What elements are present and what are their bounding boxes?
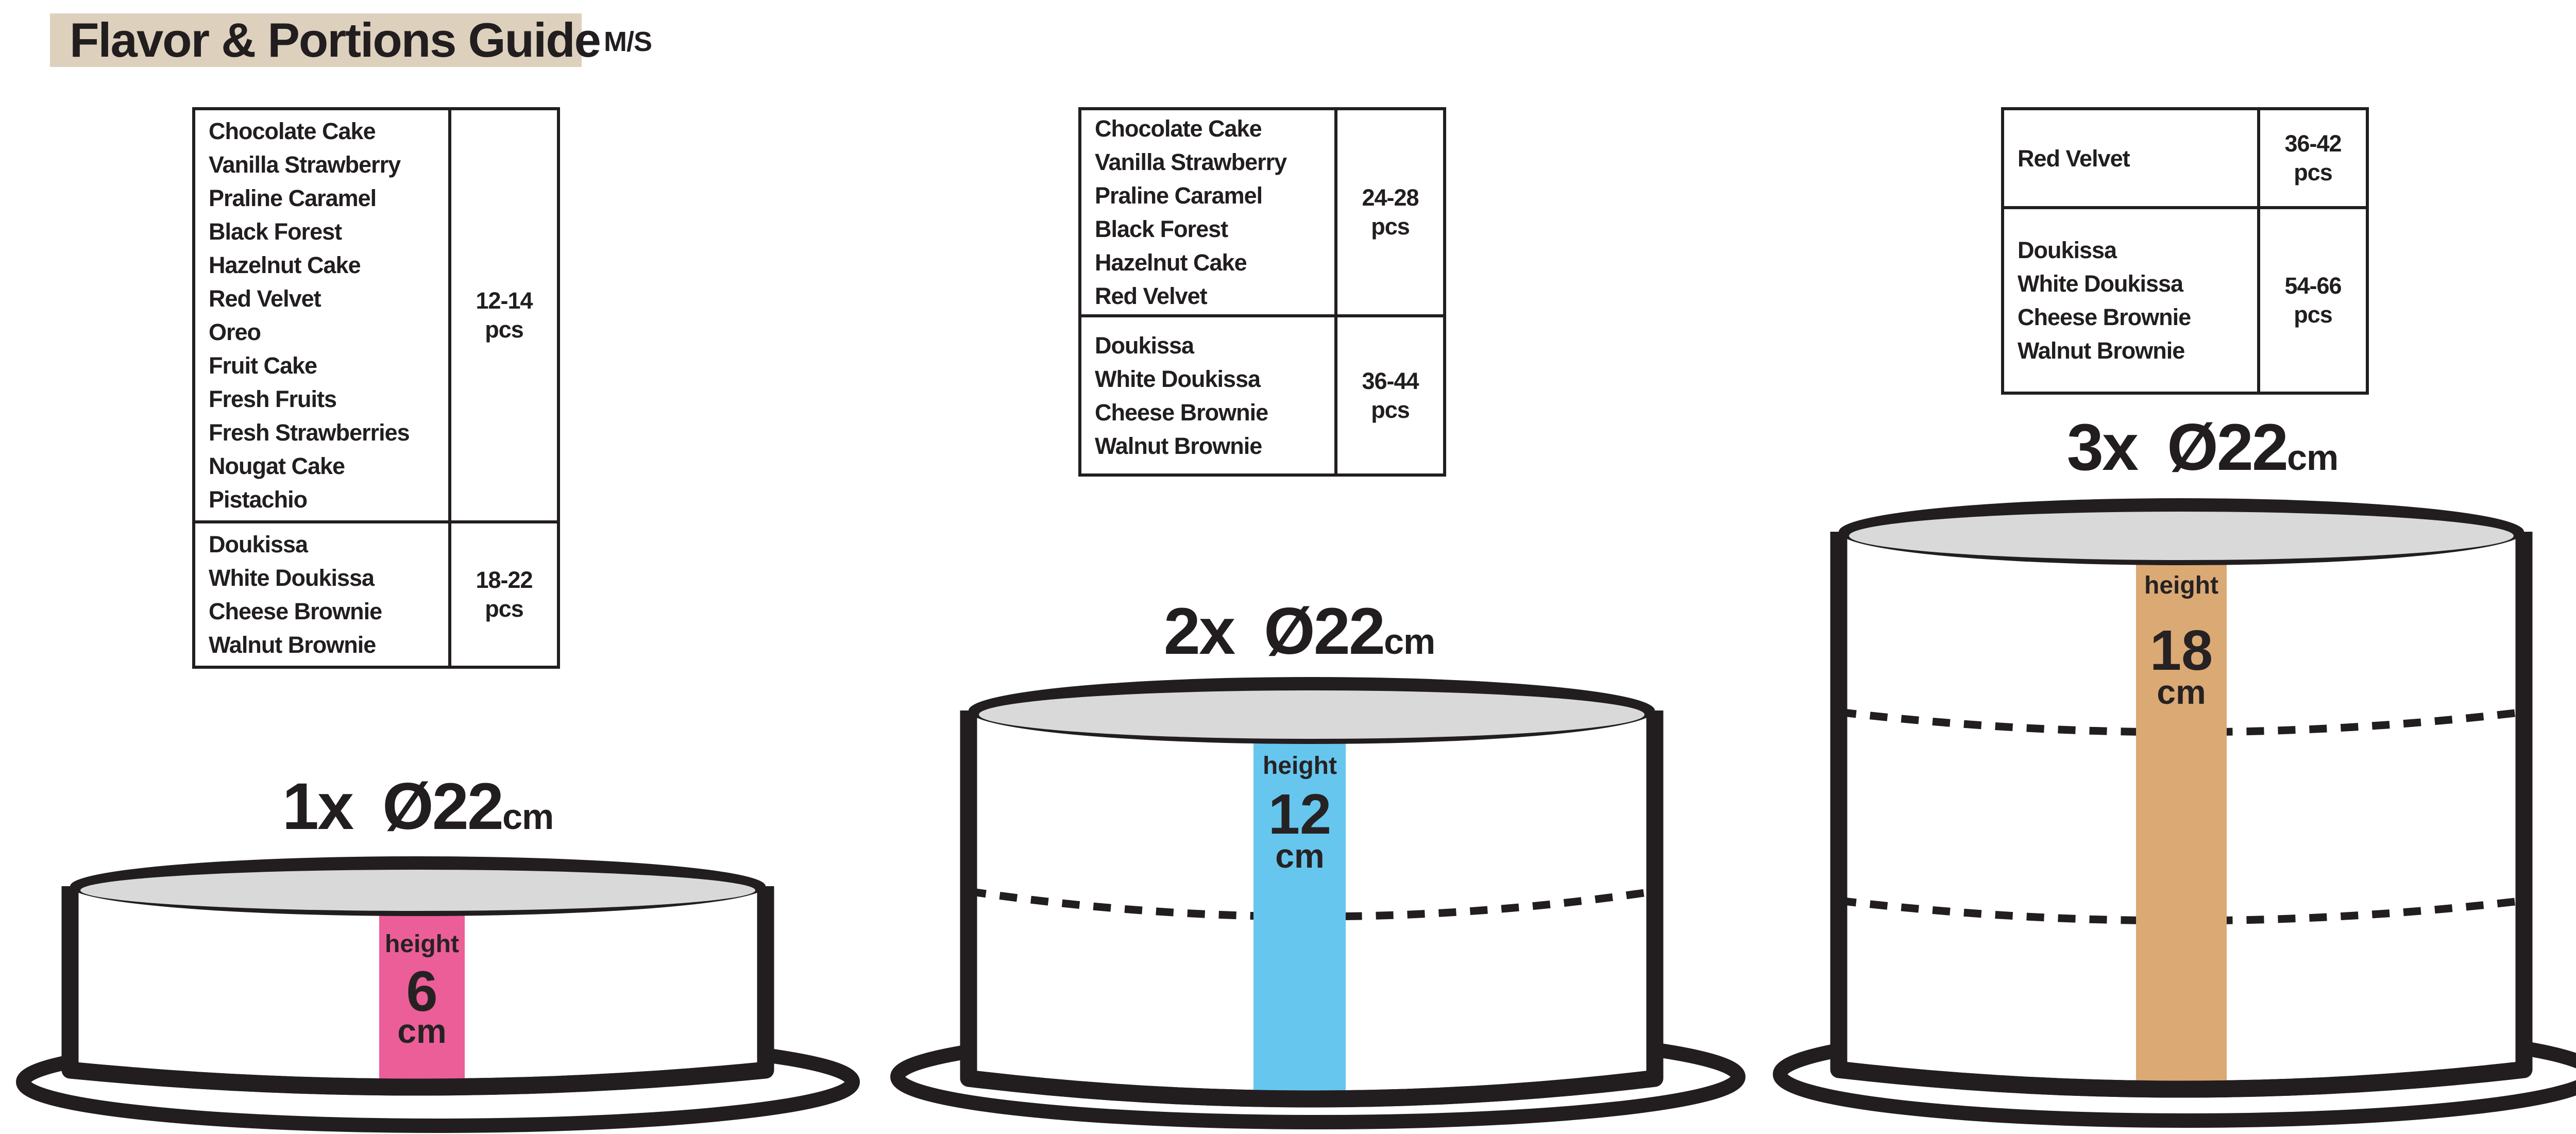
cake-1x: height 6 cm xyxy=(16,856,860,1133)
page-title: Flavor & Portions Guide xyxy=(70,13,601,67)
portions-table-1x: Chocolate Cake Vanilla Strawberry Pralin… xyxy=(192,107,560,669)
height-bar-label: height xyxy=(1263,752,1337,780)
cake-size-label-1x: 1x Ø22 cm xyxy=(212,769,624,843)
height-bar-unit: cm xyxy=(397,1012,446,1050)
cake-diameter: Ø22 xyxy=(382,770,504,843)
tier-divider-dashed xyxy=(1838,896,2524,925)
height-bar-label: height xyxy=(385,930,459,958)
height-bar xyxy=(379,911,465,1088)
cake-diameter: Ø22 xyxy=(2167,411,2289,484)
cake-count: 3x xyxy=(2066,411,2139,484)
height-bar-value: 18 xyxy=(2150,619,2213,682)
portions-unit: pcs xyxy=(485,316,524,343)
portions-cell: 24-28 pcs xyxy=(1337,110,1443,317)
cake-3x: height 18 cm xyxy=(1773,498,2576,1128)
title-size-tag: M/S xyxy=(604,26,652,57)
portions-unit: pcs xyxy=(1371,396,1410,423)
tier-divider-dashed xyxy=(968,887,1656,921)
cake-diameter: Ø22 xyxy=(1264,595,1385,668)
portions-unit: pcs xyxy=(2294,159,2333,185)
portions-table-3x: Red Velvet 36-42 pcs Doukissa White Douk… xyxy=(2001,107,2369,395)
portions-cell: 12-14 pcs xyxy=(451,110,557,523)
portions-cell: 36-44 pcs xyxy=(1337,317,1443,473)
portions-range: 12-14 xyxy=(476,287,533,314)
cake-2x: height 12 cm xyxy=(890,677,1745,1129)
height-bar-value: 6 xyxy=(406,960,437,1023)
portions-unit: pcs xyxy=(485,596,524,622)
cake-diameter-unit: cm xyxy=(2287,437,2338,478)
portions-unit: pcs xyxy=(1371,213,1410,240)
cake-bottom-rim xyxy=(69,1061,767,1096)
flavor-list: Red Velvet xyxy=(2004,110,2260,209)
flavor-list: Chocolate Cake Vanilla Strawberry Pralin… xyxy=(195,110,451,523)
portions-range: 36-42 xyxy=(2284,130,2342,157)
cake-diameter-unit: cm xyxy=(1384,621,1435,662)
portions-cell: 54-66 pcs xyxy=(2260,209,2366,392)
cake-bottom-rim xyxy=(1838,1061,2525,1098)
portions-cell: 36-42 pcs xyxy=(2260,110,2366,209)
cake-top-surface xyxy=(80,870,755,911)
tier-divider-dashed xyxy=(1838,708,2524,736)
flavor-list: Chocolate Cake Vanilla Strawberry Pralin… xyxy=(1081,110,1337,317)
portions-range: 24-28 xyxy=(1362,184,1419,211)
cake-size-label-2x: 2x Ø22 cm xyxy=(1093,594,1505,668)
height-bar xyxy=(1253,739,1346,1094)
cake-bottom-rim xyxy=(968,1070,1656,1108)
height-bar-unit: cm xyxy=(2157,673,2206,711)
cake-top-surface xyxy=(1849,512,2514,560)
height-bar xyxy=(2136,560,2227,1091)
portions-unit: pcs xyxy=(2294,301,2333,328)
flavor-list: Doukissa White Doukissa Cheese Brownie W… xyxy=(1081,317,1337,473)
portions-range: 36-44 xyxy=(1362,367,1419,394)
portions-range: 18-22 xyxy=(476,567,533,593)
cake-size-label-3x: 3x Ø22 cm xyxy=(1996,410,2409,484)
portions-cell: 18-22 pcs xyxy=(451,523,557,666)
portions-table-2x: Chocolate Cake Vanilla Strawberry Pralin… xyxy=(1078,107,1446,477)
cake-diameter-unit: cm xyxy=(502,797,554,837)
portions-range: 54-66 xyxy=(2284,273,2342,299)
cake-count: 2x xyxy=(1163,595,1235,668)
flavor-list: Doukissa White Doukissa Cheese Brownie W… xyxy=(195,523,451,666)
cake-top-surface xyxy=(979,690,1645,739)
title-banner: Flavor & Portions Guide xyxy=(50,13,601,67)
cake-count: 1x xyxy=(282,770,354,843)
height-bar-label: height xyxy=(2144,572,2218,599)
flavor-list: Doukissa White Doukissa Cheese Brownie W… xyxy=(2004,209,2260,392)
height-bar-value: 12 xyxy=(1268,783,1331,846)
height-bar-unit: cm xyxy=(1275,837,1324,875)
